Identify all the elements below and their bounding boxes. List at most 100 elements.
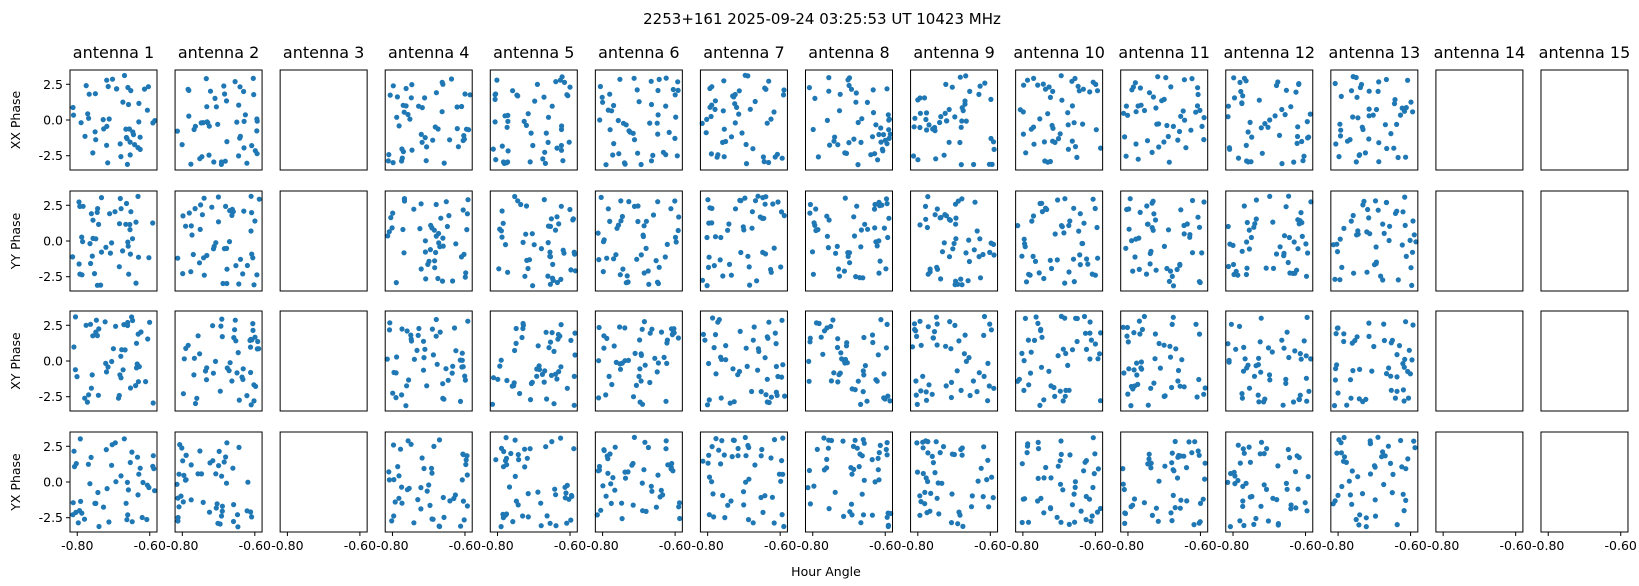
- data-point: [433, 201, 439, 208]
- data-point: [494, 77, 500, 83]
- axes-frame: [279, 431, 368, 533]
- data-point: [766, 319, 772, 325]
- data-point: [781, 213, 787, 219]
- data-point: [128, 209, 134, 215]
- data-point: [1401, 398, 1407, 404]
- axes-frame: [1540, 431, 1629, 533]
- data-point: [1285, 446, 1291, 453]
- data-point: [1266, 372, 1273, 378]
- data-point: [107, 211, 113, 217]
- data-point: [495, 376, 501, 382]
- data-point: [218, 513, 225, 519]
- data-point: [1079, 240, 1085, 247]
- data-point: [515, 198, 521, 204]
- data-point: [1066, 521, 1072, 528]
- data-point: [1152, 356, 1158, 362]
- axes-frame: [699, 190, 788, 292]
- data-point: [807, 335, 813, 341]
- data-point: [1372, 497, 1378, 503]
- data-point: [668, 326, 675, 332]
- data-point: [778, 478, 784, 484]
- data-point: [1132, 254, 1138, 260]
- data-point: [1134, 360, 1140, 366]
- data-point: [1161, 342, 1167, 348]
- data-point: [1263, 265, 1269, 271]
- data-point: [1169, 518, 1175, 524]
- data-point: [742, 195, 748, 201]
- panel-antenna-10-yx-phase: -0.80 -0.60: [1007, 431, 1112, 553]
- data-point: [386, 229, 392, 235]
- data-point: [658, 329, 665, 335]
- data-point: [1291, 159, 1297, 165]
- data-point: [1025, 519, 1032, 525]
- data-point: [1097, 351, 1103, 357]
- data-point: [518, 201, 524, 208]
- data-point: [1240, 93, 1246, 99]
- data-point: [1332, 276, 1338, 282]
- panel-antenna-2-xx-phase: [174, 69, 263, 171]
- data-point: [714, 154, 720, 160]
- data-point: [1243, 142, 1249, 148]
- data-point: [925, 450, 931, 456]
- data-point: [836, 372, 842, 378]
- data-point: [147, 319, 153, 325]
- data-point: [140, 479, 146, 486]
- data-point: [397, 446, 404, 452]
- x-tick-label: -0.80: [61, 538, 93, 553]
- data-point: [498, 357, 504, 363]
- data-point: [547, 281, 554, 287]
- data-point: [677, 515, 683, 522]
- data-point: [548, 216, 555, 222]
- data-point: [1304, 119, 1310, 125]
- data-point: [704, 116, 710, 122]
- data-point: [1334, 325, 1340, 331]
- data-point: [1030, 213, 1037, 219]
- data-point: [510, 383, 517, 389]
- data-point: [1366, 333, 1372, 339]
- y-tick-label: -2.5: [39, 269, 63, 284]
- data-point: [1383, 76, 1389, 83]
- data-point: [1253, 515, 1259, 522]
- data-point: [1381, 230, 1387, 236]
- data-point: [869, 134, 876, 140]
- data-point: [1281, 233, 1288, 239]
- data-point: [860, 368, 866, 374]
- data-point: [879, 146, 886, 152]
- data-point: [987, 249, 993, 255]
- data-point: [89, 372, 95, 378]
- data-point: [1037, 116, 1043, 122]
- data-point: [222, 158, 228, 164]
- data-point: [1139, 326, 1145, 333]
- data-point: [813, 206, 819, 212]
- data-point: [121, 436, 127, 442]
- data-point: [215, 219, 222, 225]
- data-point: [498, 228, 504, 234]
- data-point: [1069, 103, 1075, 109]
- data-point: [1170, 492, 1176, 498]
- data-point: [553, 79, 559, 85]
- data-point: [121, 72, 128, 79]
- axes-frame: [1225, 190, 1314, 292]
- data-point: [524, 257, 530, 263]
- data-point: [874, 243, 880, 249]
- data-point: [616, 151, 622, 157]
- data-point: [235, 350, 241, 356]
- data-point: [884, 321, 890, 327]
- data-point: [1032, 258, 1039, 264]
- data-point: [988, 327, 995, 333]
- data-point: [1030, 253, 1036, 259]
- data-point: [601, 447, 607, 453]
- data-point: [1333, 331, 1339, 337]
- data-point: [1373, 106, 1380, 113]
- data-point: [237, 256, 244, 262]
- data-point: [626, 128, 632, 134]
- data-point: [464, 472, 470, 478]
- data-point: [883, 196, 890, 202]
- data-point: [825, 445, 832, 451]
- data-point: [1030, 124, 1037, 130]
- data-point: [618, 218, 624, 224]
- data-point: [917, 110, 924, 116]
- data-point: [1193, 321, 1199, 327]
- panel-antenna-3-yx-phase: -0.80 -0.60: [271, 431, 376, 553]
- data-point: [252, 148, 258, 154]
